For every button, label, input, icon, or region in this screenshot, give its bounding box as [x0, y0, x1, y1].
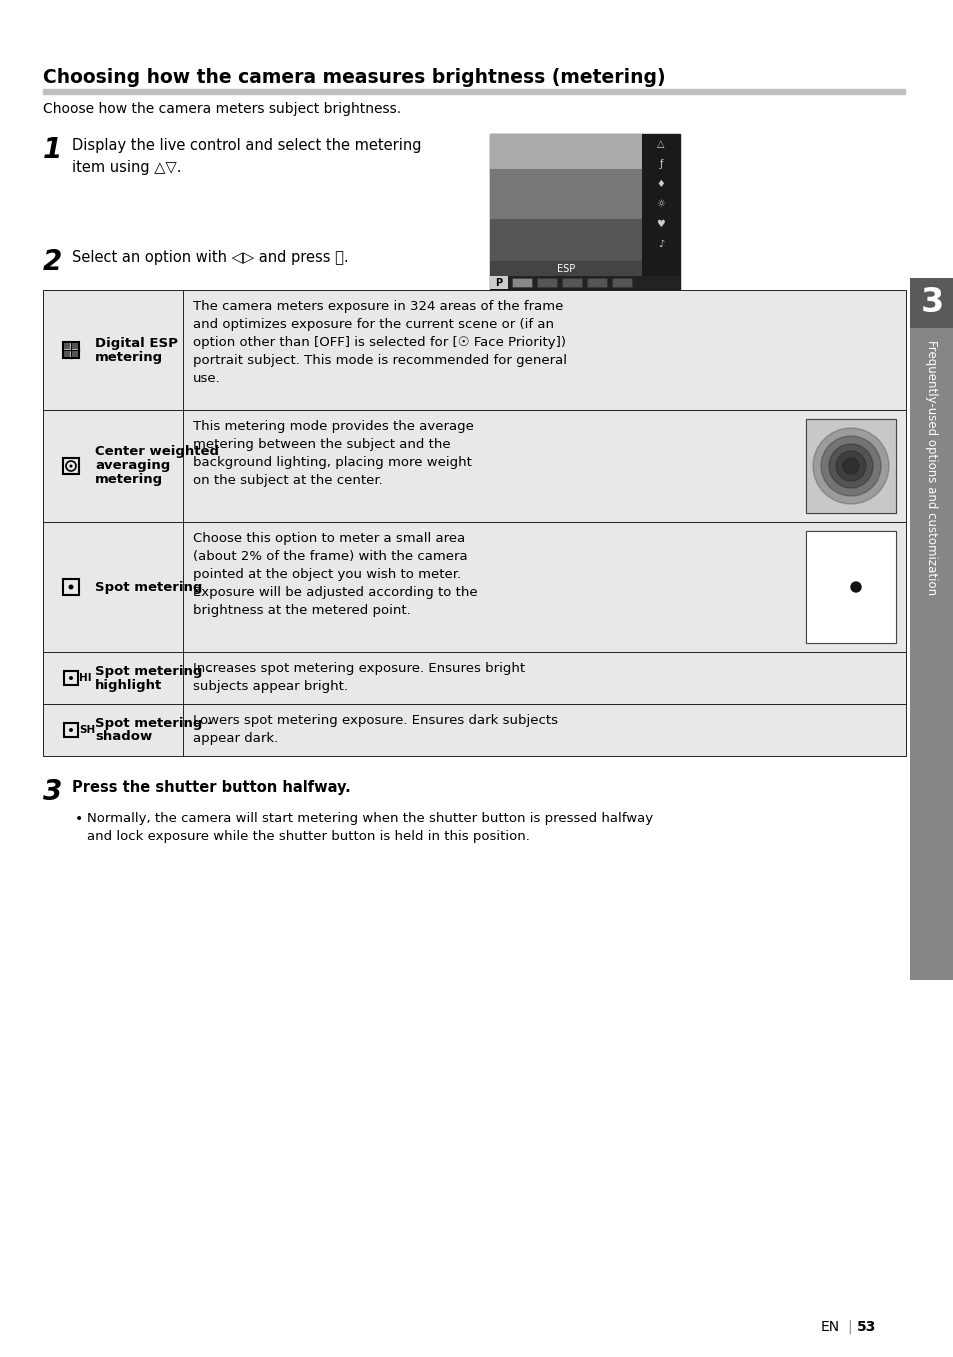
Text: Display the live control and select the metering
item using △▽.: Display the live control and select the …: [71, 138, 421, 175]
Bar: [909, 278, 953, 980]
Text: The camera meters exposure in 324 areas of the frame
and optimizes exposure for : The camera meters exposure in 324 areas …: [193, 300, 566, 385]
Text: averaging: averaging: [95, 460, 170, 472]
Text: 3: 3: [920, 286, 943, 319]
Circle shape: [69, 676, 73, 680]
Text: Choose this option to meter a small area
(about 2% of the frame) with the camera: Choose this option to meter a small area…: [193, 532, 477, 617]
Text: Frequently-used options and customization: Frequently-used options and customizatio…: [924, 341, 938, 596]
Circle shape: [821, 436, 880, 497]
Text: Choosing how the camera measures brightness (metering): Choosing how the camera measures brightn…: [43, 68, 665, 87]
Text: HI: HI: [79, 673, 91, 683]
Text: ♥: ♥: [656, 218, 664, 229]
Text: ♦: ♦: [656, 179, 664, 189]
Text: EN: EN: [820, 1320, 840, 1334]
Bar: [71, 343, 78, 349]
Bar: [43, 522, 905, 651]
Text: highlight: highlight: [95, 678, 162, 692]
Text: Normally, the camera will start metering when the shutter button is pressed half: Normally, the camera will start metering…: [87, 811, 653, 843]
Bar: [63, 459, 79, 474]
Bar: [43, 90, 904, 94]
Circle shape: [842, 459, 858, 474]
Bar: [71, 351, 78, 357]
Bar: [490, 261, 641, 275]
Text: Spot metering -: Spot metering -: [95, 716, 213, 730]
Text: Choose how the camera meters subject brightness.: Choose how the camera meters subject bri…: [43, 102, 400, 115]
Text: Spot metering: Spot metering: [95, 581, 202, 593]
Bar: [63, 579, 79, 594]
Bar: [490, 218, 641, 261]
Bar: [43, 290, 905, 410]
Text: shadow: shadow: [95, 730, 152, 744]
Bar: [64, 723, 78, 737]
Bar: [805, 419, 895, 513]
Bar: [64, 351, 70, 357]
Bar: [490, 134, 679, 289]
Text: Increases spot metering exposure. Ensures bright
subjects appear bright.: Increases spot metering exposure. Ensure…: [193, 662, 524, 693]
Bar: [490, 275, 507, 289]
Circle shape: [69, 727, 73, 731]
Bar: [63, 342, 79, 358]
Circle shape: [828, 444, 872, 489]
Text: △: △: [657, 138, 664, 149]
Text: Lowers spot metering exposure. Ensures dark subjects
appear dark.: Lowers spot metering exposure. Ensures d…: [193, 714, 558, 745]
Bar: [490, 170, 641, 218]
Text: •: •: [75, 811, 83, 826]
Bar: [43, 704, 905, 756]
Bar: [43, 651, 905, 704]
Text: ESP: ESP: [557, 263, 575, 274]
Bar: [490, 134, 641, 261]
Text: 53: 53: [856, 1320, 876, 1334]
Text: Center weighted: Center weighted: [95, 445, 219, 459]
Text: ♪: ♪: [658, 239, 663, 248]
Circle shape: [812, 427, 888, 503]
Bar: [586, 278, 606, 286]
Bar: [805, 531, 895, 643]
Bar: [537, 278, 557, 286]
Bar: [561, 278, 581, 286]
Text: |: |: [846, 1320, 851, 1334]
Bar: [490, 134, 641, 170]
Text: ƒ: ƒ: [659, 159, 662, 170]
Bar: [909, 278, 953, 328]
Circle shape: [835, 451, 865, 480]
Bar: [64, 670, 78, 685]
Bar: [490, 275, 679, 289]
Text: metering: metering: [95, 350, 163, 364]
Bar: [64, 343, 70, 349]
Text: Select an option with ◁▷ and press ⒪.: Select an option with ◁▷ and press ⒪.: [71, 250, 348, 265]
Text: P: P: [495, 277, 502, 288]
Text: This metering mode provides the average
metering between the subject and the
bac: This metering mode provides the average …: [193, 421, 474, 487]
Text: 1: 1: [43, 136, 62, 164]
Text: Spot metering -: Spot metering -: [95, 665, 213, 677]
Circle shape: [69, 585, 73, 589]
Text: 2: 2: [43, 248, 62, 275]
Circle shape: [850, 582, 861, 592]
Text: Digital ESP: Digital ESP: [95, 337, 177, 350]
Text: Press the shutter button halfway.: Press the shutter button halfway.: [71, 780, 351, 795]
Bar: [805, 531, 895, 643]
Bar: [43, 410, 905, 522]
Text: ☼: ☼: [656, 199, 664, 209]
Bar: [512, 278, 532, 286]
Text: SH: SH: [79, 725, 95, 735]
Bar: [805, 419, 895, 513]
Circle shape: [70, 464, 72, 468]
Text: metering: metering: [95, 474, 163, 487]
Bar: [612, 278, 631, 286]
Text: 3: 3: [43, 778, 62, 806]
